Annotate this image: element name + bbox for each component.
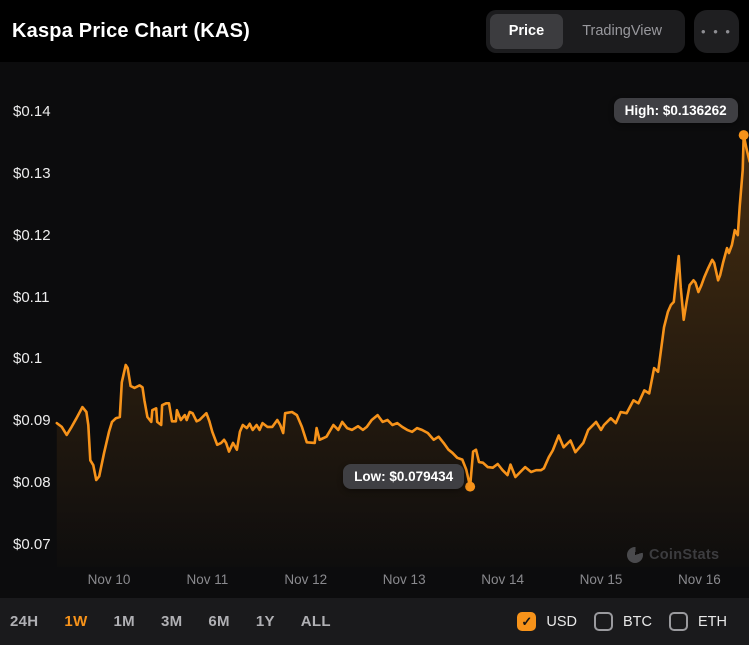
- time-range-selector: 24H 1W 1M 3M 6M 1Y ALL: [10, 613, 331, 630]
- header-controls: Price TradingView • • •: [485, 9, 739, 53]
- coinstats-logo-icon: [627, 547, 643, 563]
- currency-usd[interactable]: ✓ USD: [517, 612, 577, 631]
- x-axis-label: Nov 13: [382, 572, 426, 587]
- view-toggle: Price TradingView: [485, 9, 685, 53]
- area-fill: [56, 135, 749, 567]
- currency-label: USD: [546, 613, 577, 630]
- y-axis-label: $0.13: [13, 164, 51, 182]
- range-1w[interactable]: 1W: [64, 613, 88, 630]
- chart-header: Kaspa Price Chart (KAS) Price TradingVie…: [0, 0, 749, 62]
- x-axis-label: Nov 11: [186, 572, 229, 587]
- y-axis-label: $0.09: [13, 412, 51, 430]
- x-axis-label: Nov 16: [678, 572, 721, 587]
- price-line-chart[interactable]: [0, 62, 749, 598]
- low-point-marker: [465, 481, 476, 492]
- watermark-label: CoinStats: [649, 547, 720, 563]
- tab-price[interactable]: Price: [489, 13, 564, 49]
- x-axis-label: Nov 14: [481, 572, 524, 587]
- checkbox-checked-icon[interactable]: ✓: [517, 612, 537, 631]
- range-1y[interactable]: 1Y: [255, 613, 275, 630]
- more-menu-button[interactable]: • • •: [694, 9, 739, 53]
- y-axis-label: $0.07: [13, 535, 51, 553]
- y-axis-label: $0.12: [13, 226, 51, 244]
- currency-label: BTC: [623, 613, 652, 630]
- range-6m[interactable]: 6M: [208, 613, 230, 630]
- watermark: CoinStats: [627, 547, 719, 563]
- tab-tradingview[interactable]: TradingView: [582, 23, 662, 39]
- low-tooltip: Low: $0.079434: [343, 463, 465, 489]
- chart-footer: 24H 1W 1M 3M 6M 1Y ALL ✓ USD BTC ETH: [0, 598, 749, 645]
- high-point-marker: [738, 130, 749, 141]
- checkbox-unchecked-icon[interactable]: [594, 612, 613, 631]
- x-axis-label: Nov 15: [579, 572, 623, 587]
- y-axis-label: $0.1: [13, 350, 43, 368]
- y-axis-label: $0.11: [13, 288, 50, 306]
- currency-eth[interactable]: ETH: [669, 612, 727, 631]
- range-all[interactable]: ALL: [300, 613, 331, 630]
- price-chart-panel: $0.14 $0.13 $0.12 $0.11 $0.1 $0.09 $0.08 $0.07 …: [0, 62, 749, 598]
- currency-btc[interactable]: BTC: [594, 612, 652, 631]
- high-tooltip: High: $0.136262: [613, 98, 738, 124]
- x-axis-label: Nov 12: [284, 572, 328, 587]
- y-axis-label: $0.08: [13, 474, 51, 492]
- range-3m[interactable]: 3M: [160, 613, 183, 630]
- price-line: [55, 133, 749, 488]
- range-24h[interactable]: 24H: [10, 613, 39, 630]
- currency-selector: ✓ USD BTC ETH: [517, 612, 727, 631]
- currency-label: ETH: [698, 613, 727, 630]
- range-1m[interactable]: 1M: [113, 613, 135, 630]
- checkbox-unchecked-icon[interactable]: [669, 612, 688, 631]
- ellipsis-icon: • • •: [701, 23, 732, 39]
- page-title: Kaspa Price Chart (KAS): [12, 19, 250, 42]
- y-axis-label: $0.14: [13, 103, 51, 120]
- x-axis-label: Nov 10: [87, 572, 131, 587]
